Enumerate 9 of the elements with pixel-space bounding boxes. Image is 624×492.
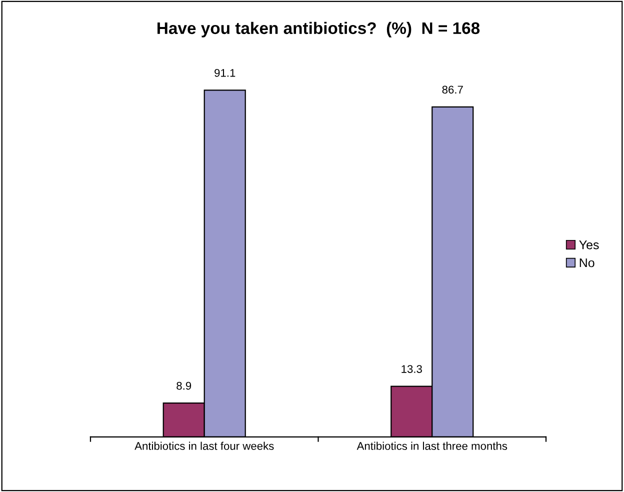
chart-title: Have you taken antibiotics? (%) N = 168	[158, 22, 480, 38]
x-tick-label: Antibiotics in last three months	[356, 442, 508, 450]
legend-label: No	[580, 258, 594, 268]
x-tick-label: Antibiotics in last four weeks	[134, 442, 274, 450]
legend-label: Yes	[579, 240, 599, 250]
data-label: 8.9	[176, 382, 192, 390]
data-label: 13.3	[402, 365, 422, 373]
data-label: 86.7	[442, 86, 463, 94]
data-label: 91.1	[214, 68, 236, 77]
